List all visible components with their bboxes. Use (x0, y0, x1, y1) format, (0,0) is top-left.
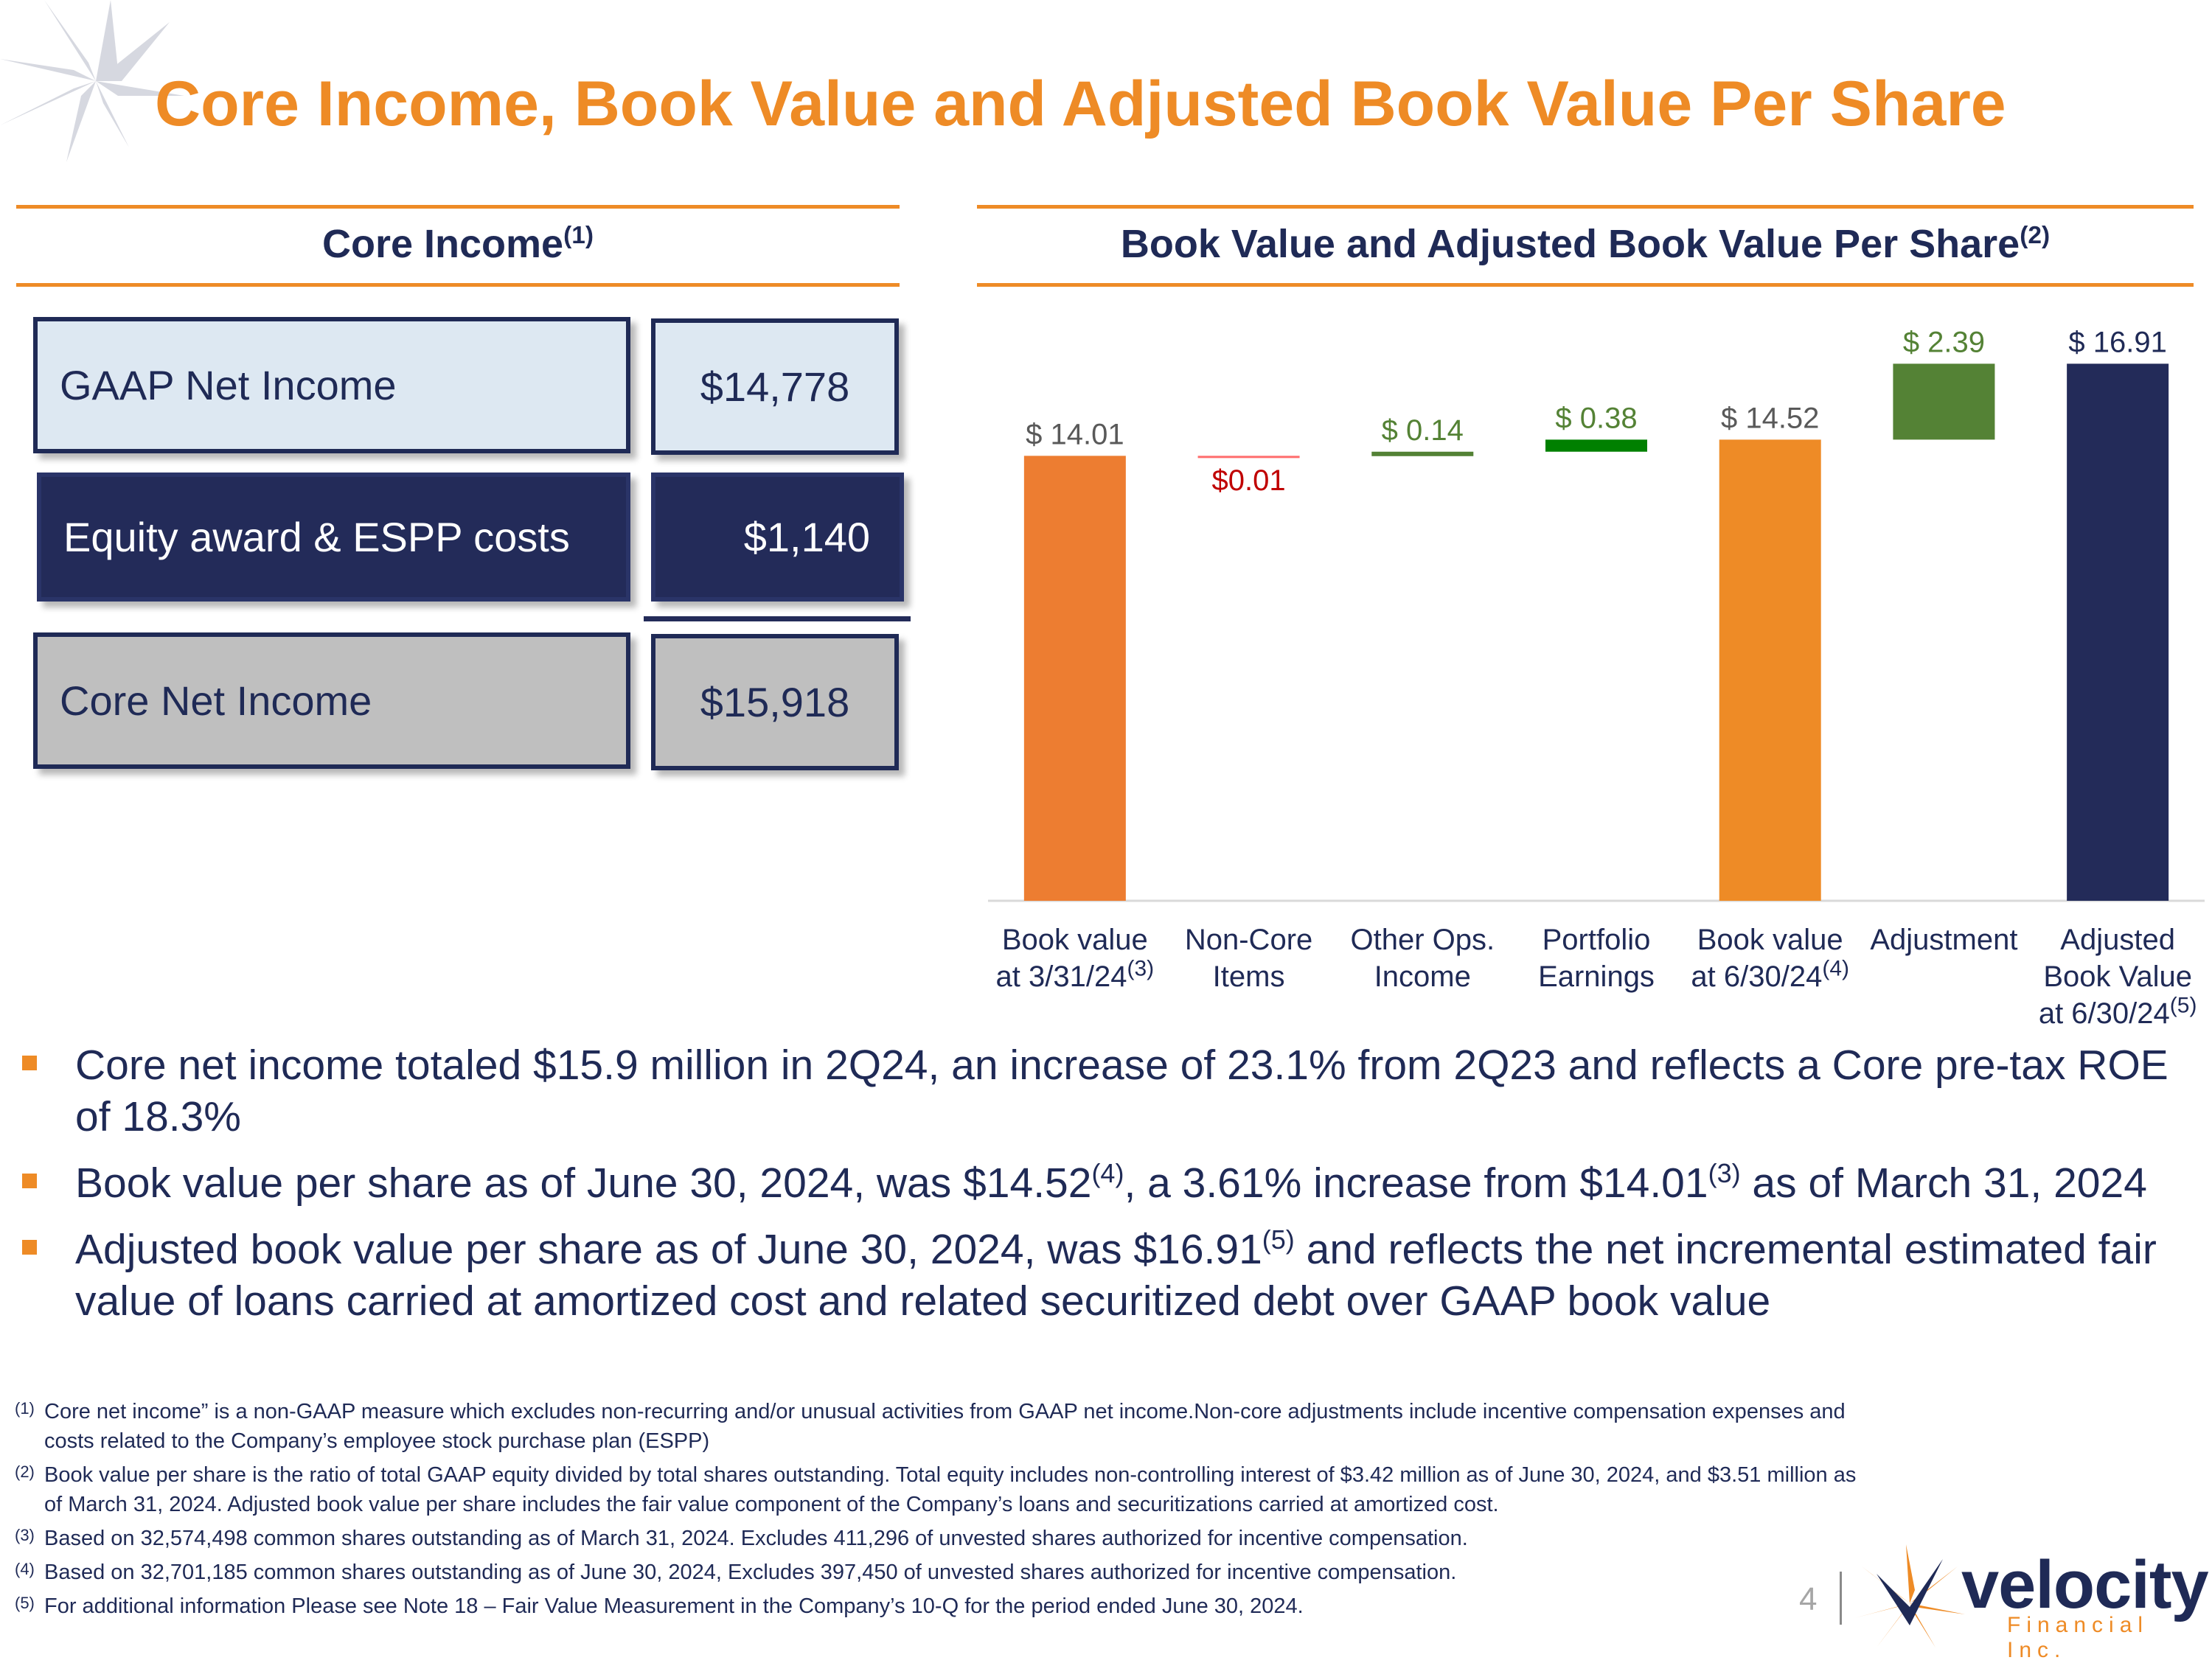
bullet-1: Core net income totaled $15.9 million in… (22, 1039, 2190, 1143)
x-label-line: at 6/30/24(4) (1691, 956, 1849, 993)
x-label-line: Income (1374, 961, 1471, 993)
sum-underline (644, 616, 911, 621)
x-label-line: Book value (1001, 924, 1148, 956)
core-income-bottom-rule (16, 283, 900, 287)
footer-divider (1840, 1572, 1842, 1625)
core-net-income-label: Core Net Income (33, 632, 630, 769)
bullet-3: Adjusted book value per share as of June… (22, 1224, 2190, 1327)
bullet-text: and reflects the net incremental estimat… (75, 1226, 2157, 1325)
bullet-square-icon (22, 1240, 37, 1255)
bar-7 (2067, 363, 2169, 902)
x-label-line: Adjusted (2060, 924, 2175, 956)
bullet-note-ref: (3) (1708, 1158, 1741, 1188)
x-label-line: at 3/31/24(3) (995, 956, 1155, 993)
book-value-top-rule (977, 205, 2194, 209)
book-value-heading-text: Book Value and Adjusted Book Value Per S… (1120, 222, 2020, 266)
x-label-line: Non-Core (1184, 924, 1313, 956)
gaap-net-income-label: GAAP Net Income (33, 317, 630, 453)
x-label-note: (4) (1822, 956, 1849, 981)
bar-4 (1545, 439, 1647, 452)
x-label-line: Portfolio (1542, 924, 1651, 956)
x-label-line: at 6/30/24(5) (2038, 993, 2197, 1030)
x-label-line: Items (1212, 961, 1285, 993)
bullet-text: Book value per share as of June 30, 2024… (75, 1160, 1092, 1207)
decorative-star-icon (0, 0, 184, 162)
logo-wordmark: velocity (1961, 1547, 2209, 1622)
bullet-square-icon (22, 1174, 37, 1188)
footnote-5: (5) For additional information Please see… (15, 1591, 1858, 1621)
bar-5 (1719, 439, 1821, 901)
footnote-4: (4) Based on 32,701,185 common shares out… (15, 1558, 1858, 1587)
bullet-square-icon (22, 1056, 37, 1070)
bar-2 (1197, 456, 1300, 459)
x-label-note: (5) (2169, 993, 2197, 1018)
core-net-income-value: $15,918 (651, 634, 899, 770)
core-income-heading-text: Core Income (322, 222, 564, 266)
footnote-text: Book value per share is the ratio of tot… (44, 1463, 1857, 1516)
footnote-number: (4) (15, 1560, 35, 1578)
equity-award-espp-costs-label: Equity award & ESPP costs (37, 473, 630, 602)
bar-label-5: $ 14.52 (1721, 402, 1819, 434)
bullet-text: Core net income totaled $15.9 million in… (75, 1042, 2168, 1140)
bar-label-6: $ 2.39 (1903, 326, 1985, 358)
x-label-1: Book value at 3/31/24(3) (979, 921, 1171, 995)
footnote-1: (1) Core net income” is a non-GAAP measur… (15, 1397, 1858, 1456)
x-label-5: Book value at 6/30/24(4) (1674, 921, 1866, 995)
gaap-net-income-value: $14,778 (651, 318, 899, 455)
page-number: 4 (1799, 1581, 1818, 1617)
footnotes: (1) Core net income” is a non-GAAP measur… (15, 1397, 1858, 1625)
bullet-note-ref: (4) (1091, 1158, 1124, 1188)
bar-label-4: $ 0.38 (1555, 402, 1637, 434)
footnote-text: For additional information Please see No… (44, 1594, 1304, 1618)
x-label-line: Adjustment (1870, 924, 2018, 956)
x-label-line: Other Ops. (1350, 924, 1495, 956)
core-income-top-rule (16, 205, 900, 209)
bar-6 (1893, 363, 1995, 440)
footnote-2: (2) Book value per share is the ratio of … (15, 1460, 1858, 1519)
book-value-waterfall-chart: $ 14.01 $0.01 $ 0.14 $ 0.38 $ 14.52 $ 2.39 $ 1… (988, 326, 2205, 902)
equity-award-espp-costs-value: $1,140 (651, 473, 904, 602)
bar-3 (1371, 451, 1474, 456)
x-label-line: Book value (1697, 924, 1843, 956)
footnote-3: (3) Based on 32,574,498 common shares out… (15, 1524, 1858, 1553)
footnote-number: (2) (15, 1462, 35, 1481)
bar-label-1: $ 14.01 (1026, 418, 1124, 450)
book-value-heading-note: (2) (2020, 222, 2051, 249)
core-income-heading-note: (1) (563, 222, 594, 249)
summary-bullets: Core net income totaled $15.9 million in… (22, 1039, 2190, 1342)
x-label-line: Earnings (1538, 961, 1655, 993)
bar-1 (1023, 456, 1126, 901)
book-value-bottom-rule (977, 283, 2194, 287)
bar-label-3: $ 0.14 (1382, 414, 1464, 447)
x-label-3: Other Ops. Income (1326, 921, 1518, 995)
bullet-note-ref: (5) (1262, 1224, 1295, 1255)
footnote-number: (1) (15, 1399, 35, 1418)
footnote-text: Based on 32,574,498 common shares outsta… (44, 1527, 1468, 1550)
velocity-logo-star-icon (1854, 1544, 1965, 1648)
bar-label-2: $0.01 (1212, 464, 1286, 497)
logo-subtitle: Financial Inc. (2007, 1613, 2149, 1662)
footnote-number: (5) (15, 1594, 35, 1612)
bullet-text: , a 3.61% increase from $14.01 (1124, 1160, 1708, 1207)
core-income-heading: Core Income(1) (16, 221, 900, 267)
bullet-text: Adjusted book value per share as of June… (75, 1226, 1262, 1273)
x-label-line: Book Value (2043, 961, 2192, 993)
book-value-heading: Book Value and Adjusted Book Value Per S… (977, 221, 2194, 267)
bullet-text: as of March 31, 2024 (1740, 1160, 2147, 1207)
bar-label-7: $ 16.91 (2068, 326, 2166, 358)
footnote-text: Core net income” is a non-GAAP measure w… (44, 1400, 1846, 1453)
page-title: Core Income, Book Value and Adjusted Boo… (155, 69, 2006, 139)
x-label-4: Portfolio Earnings (1500, 921, 1692, 995)
x-label-7: Adjusted Book Value at 6/30/24(5) (2022, 921, 2212, 1032)
bullet-2: Book value per share as of June 30, 2024… (22, 1157, 2190, 1209)
x-label-6: Adjustment (1848, 921, 2039, 958)
x-label-2: Non-Core Items (1153, 921, 1345, 995)
footnote-number: (3) (15, 1526, 35, 1544)
footnote-text: Based on 32,701,185 common shares outsta… (44, 1561, 1457, 1584)
x-label-note: (3) (1127, 956, 1155, 981)
